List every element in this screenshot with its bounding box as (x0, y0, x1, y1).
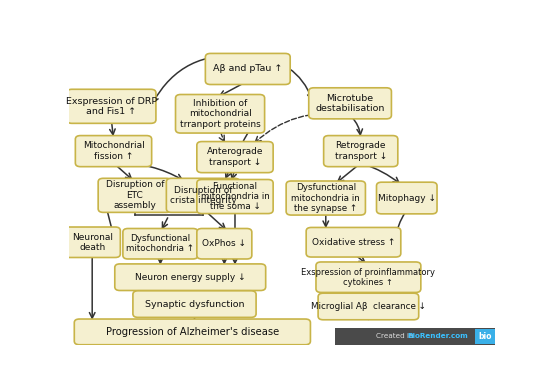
FancyBboxPatch shape (115, 264, 266, 291)
FancyBboxPatch shape (98, 178, 172, 212)
Text: bio: bio (478, 332, 492, 341)
FancyBboxPatch shape (166, 178, 240, 212)
FancyBboxPatch shape (318, 293, 419, 320)
Text: Neuronal
death: Neuronal death (72, 232, 113, 252)
Text: Synaptic dysfunction: Synaptic dysfunction (145, 300, 244, 308)
Text: Mitophagy ↓: Mitophagy ↓ (378, 194, 436, 203)
Text: Exspression of proinflammatory
cytokines ↑: Exspression of proinflammatory cytokines… (301, 267, 436, 287)
FancyBboxPatch shape (123, 229, 198, 259)
FancyBboxPatch shape (286, 181, 365, 215)
Text: Neuron energy supply ↓: Neuron energy supply ↓ (135, 273, 245, 282)
Text: Microtube
destabilisation: Microtube destabilisation (315, 94, 385, 113)
FancyBboxPatch shape (205, 54, 290, 85)
FancyBboxPatch shape (197, 180, 273, 213)
FancyBboxPatch shape (377, 182, 437, 214)
Text: Dysfunctional
mitochondria ↑: Dysfunctional mitochondria ↑ (126, 234, 195, 253)
FancyBboxPatch shape (197, 229, 252, 259)
FancyBboxPatch shape (309, 88, 392, 119)
Text: Mitochondrial
fission ↑: Mitochondrial fission ↑ (82, 142, 145, 161)
Text: Aβ and pTau ↑: Aβ and pTau ↑ (213, 64, 283, 73)
Text: Created in: Created in (376, 333, 415, 340)
Text: Inhibition of
mitochondrial
trranport proteins: Inhibition of mitochondrial trranport pr… (180, 99, 261, 129)
Text: Functional
mitochondria in
the soma ↓: Functional mitochondria in the soma ↓ (201, 182, 270, 211)
Text: Disruption of
crista integrity: Disruption of crista integrity (169, 185, 236, 205)
Text: Microglial Aβ  clearance ↓: Microglial Aβ clearance ↓ (311, 302, 426, 311)
Text: Exspression of DRP
and Fis1 ↑: Exspression of DRP and Fis1 ↑ (66, 97, 157, 116)
FancyBboxPatch shape (67, 89, 156, 123)
Text: Dysfunctional
mitochondria in
the synapse ↑: Dysfunctional mitochondria in the synaps… (292, 183, 360, 213)
Text: OxPhos ↓: OxPhos ↓ (202, 239, 246, 248)
FancyBboxPatch shape (175, 95, 265, 133)
FancyBboxPatch shape (64, 227, 120, 258)
Text: Disruption of
ETC
assembly: Disruption of ETC assembly (106, 180, 164, 210)
FancyBboxPatch shape (197, 142, 273, 173)
FancyBboxPatch shape (475, 329, 495, 344)
Text: Retrograde
transport ↓: Retrograde transport ↓ (334, 142, 387, 161)
Text: Progression of Alzheimer's disease: Progression of Alzheimer's disease (106, 327, 279, 337)
Text: BioRender.com: BioRender.com (408, 333, 469, 340)
Text: Oxidative stress ↑: Oxidative stress ↑ (312, 238, 395, 247)
FancyBboxPatch shape (74, 319, 310, 345)
FancyBboxPatch shape (316, 262, 421, 293)
Text: Anterograde
transport ↓: Anterograde transport ↓ (207, 147, 263, 167)
FancyBboxPatch shape (323, 135, 398, 167)
FancyBboxPatch shape (306, 227, 401, 257)
FancyBboxPatch shape (75, 135, 152, 167)
FancyBboxPatch shape (133, 291, 256, 317)
FancyBboxPatch shape (335, 328, 495, 345)
